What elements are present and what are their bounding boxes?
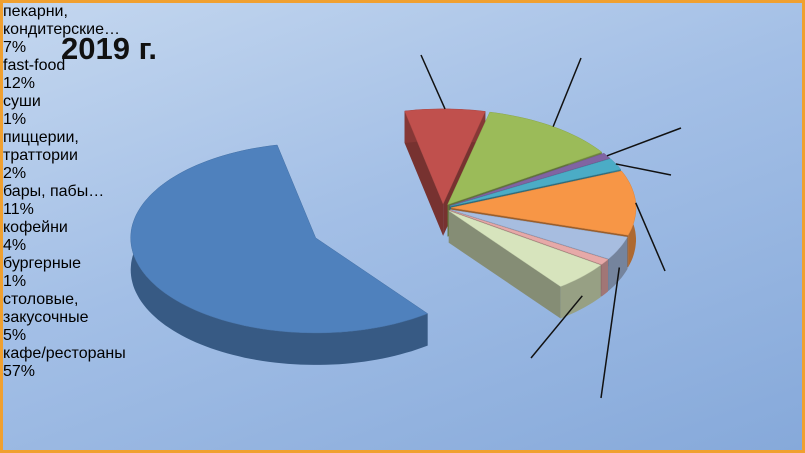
value-label: 5% [3, 327, 27, 344]
value-label: 1% [3, 111, 27, 128]
data-label: суши 1% [3, 93, 802, 129]
data-label: бары, пабы… 11% [3, 183, 802, 219]
category-label: кофейни [3, 219, 68, 236]
slice-side [404, 111, 444, 236]
leader-line [420, 54, 446, 110]
leader-line [615, 163, 672, 176]
slice-side [560, 265, 601, 319]
leader-line [530, 295, 583, 359]
data-label: кофейни 4% [3, 219, 802, 255]
slice [447, 111, 603, 206]
category-label: бары, пабы… [3, 183, 105, 200]
slice-side [608, 237, 628, 291]
data-label: кафе/рестораны 57% [3, 345, 802, 381]
slice [450, 170, 637, 236]
data-label: столовые, закусочные 5% [3, 291, 123, 345]
category-label: столовые, закусочные [3, 291, 89, 326]
slice-side [601, 259, 608, 297]
data-label: пекарни, кондитерские… 7% [3, 3, 163, 57]
category-label: пиццерии, траттории [3, 129, 79, 164]
category-label: бургерные [3, 255, 82, 272]
slice-side [448, 210, 561, 319]
value-label: 1% [3, 273, 27, 290]
leader-line [606, 127, 682, 157]
category-label: суши [3, 93, 41, 110]
data-label: fast-food 12% [3, 57, 802, 93]
value-label: 57% [3, 363, 36, 380]
category-label: кафе/рестораны [3, 345, 126, 362]
leader-line [635, 202, 666, 272]
value-label: 12% [3, 75, 36, 92]
slice [450, 209, 628, 260]
category-label: fast-food [3, 57, 66, 74]
value-label: 11% [3, 201, 34, 218]
slice [130, 144, 429, 334]
chart-title: 2019 г. [61, 31, 157, 66]
leader-line [600, 267, 621, 399]
category-label: пекарни, кондитерские… [3, 3, 120, 38]
data-label: бургерные 1% [3, 255, 802, 291]
value-label: 4% [3, 237, 27, 254]
pie-plot [130, 54, 682, 399]
slice [449, 153, 611, 207]
data-label: пиццерии, траттории 2% [3, 129, 113, 183]
slice [448, 210, 602, 287]
value-label: 2% [3, 165, 27, 182]
leader-line [552, 57, 582, 127]
slice-side [130, 145, 428, 365]
value-label: 7% [3, 39, 27, 56]
slice [449, 209, 609, 265]
